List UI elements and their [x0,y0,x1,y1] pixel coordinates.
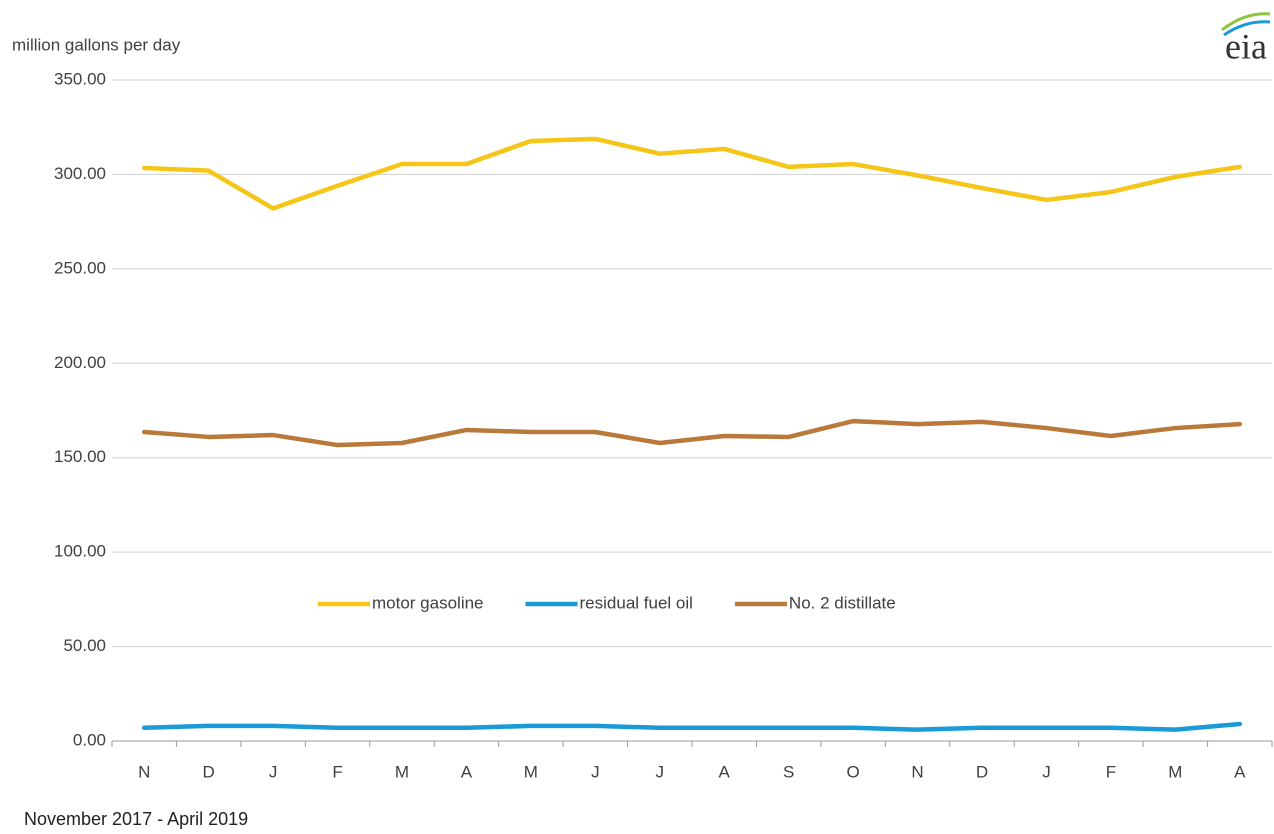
logo: eia [1225,26,1267,66]
x-tick-label: N [138,762,150,781]
logo-swoosh [1223,20,1271,37]
line-series [141,721,1243,732]
x-tick-label: N [911,762,923,781]
line-series [141,136,1243,211]
x-tick-label: J [1042,762,1051,781]
x-tick-label: D [203,762,215,781]
x-tick-label: J [591,762,600,781]
x-tick-label: M [1168,762,1182,781]
x-tick-label: A [1234,762,1246,781]
x-tick-label: F [332,762,342,781]
x-tick-label: J [656,762,665,781]
line-series [141,418,1243,448]
y-axis-label: million gallons per day [12,35,181,54]
y-tick-label: 200.00 [54,353,106,372]
x-tick-label: M [395,762,409,781]
x-tick-label: D [976,762,988,781]
legend-label: residual fuel oil [580,593,693,612]
x-tick-label: O [846,762,859,781]
x-tick-label: A [461,762,473,781]
x-tick-label: J [269,762,278,781]
x-tick-label: S [783,762,794,781]
legend-label: No. 2 distillate [789,593,896,612]
y-tick-label: 350.00 [54,69,106,88]
y-tick-label: 300.00 [54,164,106,183]
y-tick-label: 250.00 [54,258,106,277]
x-axis-label: November 2017 - April 2019 [24,809,248,829]
y-tick-label: 50.00 [63,636,106,655]
y-tick-label: 100.00 [54,542,106,561]
x-tick-label: A [719,762,731,781]
legend-label: motor gasoline [372,593,484,612]
y-tick-label: 150.00 [54,447,106,466]
y-tick-label: 0.00 [73,730,106,749]
x-tick-label: F [1106,762,1116,781]
x-tick-label: M [524,762,538,781]
logo-swoosh [1221,12,1271,32]
